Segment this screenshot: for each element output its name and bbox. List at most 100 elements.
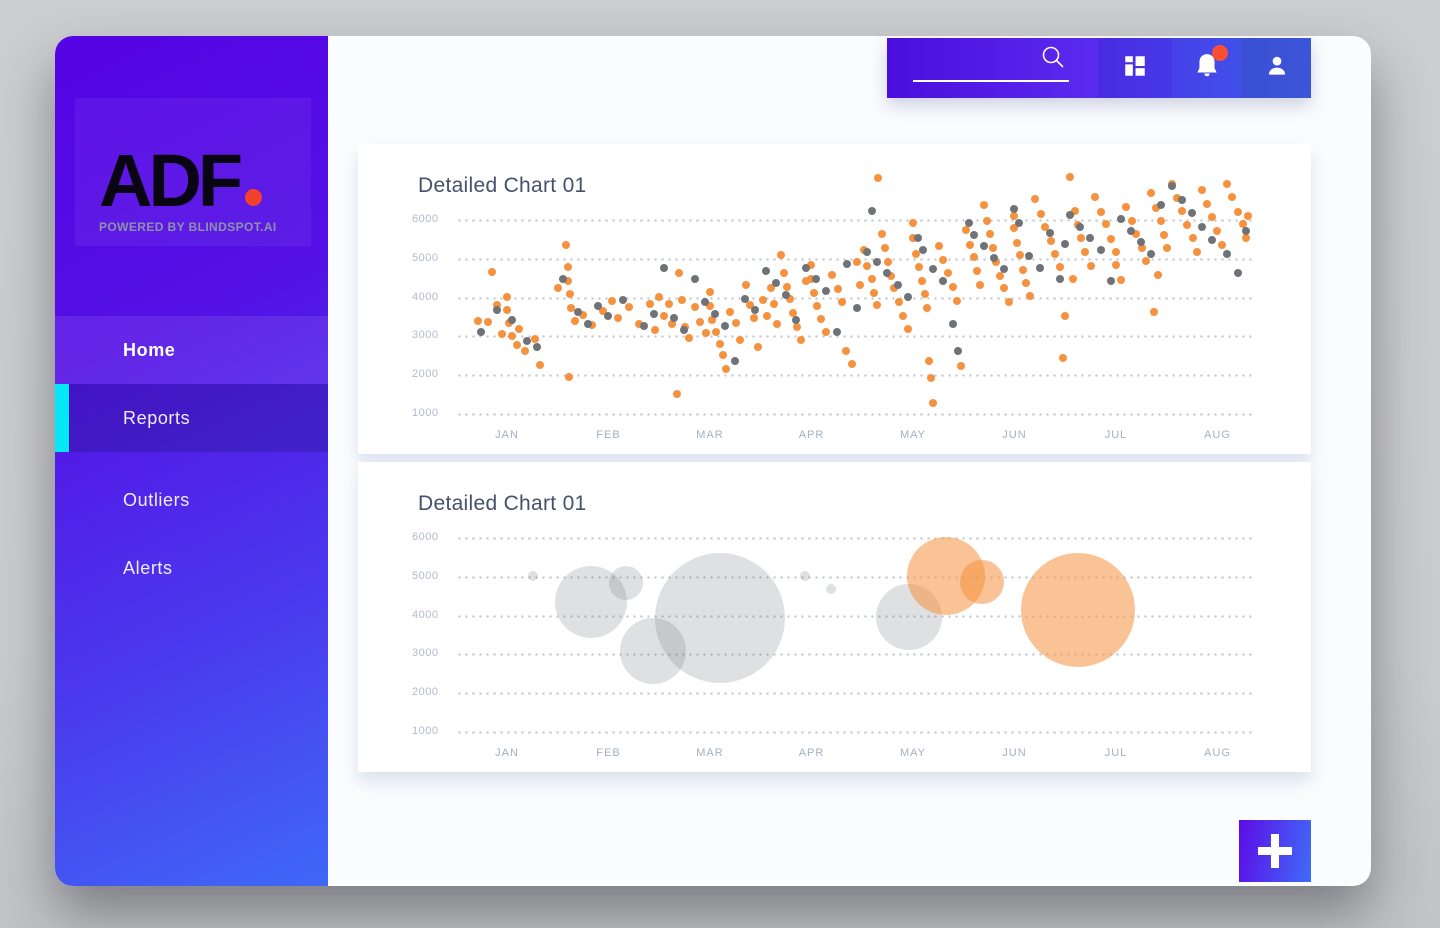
x-tick-label: AUG [1204, 747, 1231, 759]
y-tick-label: 6000 [412, 213, 439, 225]
add-button[interactable] [1239, 820, 1311, 882]
scatter-point [1022, 278, 1031, 287]
scatter-point [793, 323, 802, 332]
scatter-point [908, 219, 917, 228]
scatter-point [1150, 307, 1159, 316]
gridline: 2000 [412, 686, 1253, 698]
gridline: 3000 [412, 647, 1253, 659]
scatter-point [507, 315, 516, 324]
scatter-point [558, 275, 567, 284]
apps-button[interactable] [1098, 38, 1172, 98]
scatter-point [792, 315, 801, 324]
scatter-point [929, 265, 938, 274]
logo: ADF [99, 138, 311, 222]
scatter-point [690, 275, 699, 284]
search-input[interactable] [913, 56, 1043, 82]
chart-title: Detailed Chart 01 [418, 492, 587, 515]
sidebar-item-reports-label: Reports [123, 407, 191, 428]
scatter-point [914, 263, 923, 272]
logo-text: ADF [99, 138, 243, 222]
x-tick-label: MAY [899, 747, 927, 759]
scatter-point [711, 327, 720, 336]
sidebar-item-alerts[interactable]: Alerts [55, 534, 328, 602]
bubble-point [619, 618, 686, 685]
scatter-point [660, 263, 669, 272]
scatter-point [634, 320, 643, 329]
profile-button[interactable] [1242, 38, 1311, 98]
scatter-point [742, 280, 751, 289]
scatter-point [1116, 275, 1125, 284]
notifications-button[interactable] [1172, 38, 1242, 98]
scatter-point [1045, 228, 1054, 237]
x-tick-label: APR [798, 429, 825, 441]
x-tick-label: MAR [696, 429, 724, 441]
scatter-point [750, 313, 759, 322]
scatter-point [710, 310, 719, 319]
scatter-point [583, 319, 592, 328]
scatter-point [817, 315, 826, 324]
scatter-point [985, 230, 994, 239]
scatter-point [512, 340, 521, 349]
sidebar-menu: Home Reports Outliers Alerts [55, 316, 328, 602]
scatter-point [797, 335, 806, 344]
x-tick-label: MAY [899, 429, 927, 441]
scatter-point [772, 320, 781, 329]
scatter-point [847, 360, 856, 369]
scatter-point [1160, 230, 1169, 239]
scatter-point [1187, 209, 1196, 218]
x-tick-label: APR [798, 747, 825, 759]
sidebar-item-outliers[interactable]: Outliers [55, 466, 328, 534]
scatter-point [650, 325, 659, 334]
scatter-point [660, 312, 669, 321]
search-icon[interactable] [1040, 45, 1066, 78]
scatter-point [1066, 211, 1075, 220]
scatter-point [608, 296, 617, 305]
scatter-point [655, 292, 663, 301]
scatter-point [822, 327, 831, 336]
scatter-point [1154, 270, 1163, 279]
scatter-point [565, 290, 574, 299]
scatter-point [1019, 265, 1028, 274]
scatter-point [736, 335, 745, 344]
scatter-point [578, 311, 587, 320]
scatter-point [1010, 224, 1019, 233]
scatter-point [751, 306, 760, 315]
scatter-point [1076, 222, 1085, 231]
scatter-point [890, 284, 899, 293]
scatter-point [1233, 207, 1242, 216]
apps-grid-icon [1122, 53, 1148, 84]
scatter-point [1192, 248, 1201, 257]
scatter-point [1228, 193, 1237, 202]
scatter-point [673, 390, 682, 399]
scatter-point [700, 298, 709, 307]
scatter-point [1198, 185, 1207, 194]
scatter-point [561, 240, 570, 249]
scatter-point [979, 242, 988, 251]
scatter-point [842, 259, 851, 268]
x-tick-label: JUL [1104, 429, 1128, 441]
bubble-plot: 6000 5000 4000 3000 2000 1000 JAN FEB MAR APR MAY J… [412, 531, 1268, 759]
scatter-point [675, 268, 684, 277]
scatter-point [563, 263, 572, 272]
selected-accent-bar [55, 384, 69, 452]
scatter-point [507, 332, 516, 341]
scatter-point [1116, 215, 1125, 223]
sidebar-item-reports[interactable]: Reports [55, 384, 328, 452]
scatter-point [497, 329, 506, 338]
scatter-point [965, 240, 974, 249]
y-tick-label: 5000 [412, 251, 439, 264]
scatter-point [1121, 202, 1130, 211]
search-area [887, 38, 1098, 98]
scatter-point [758, 296, 767, 305]
scatter-point [678, 296, 687, 305]
chart-card-bubble: Detailed Chart 01 6000 5000 4000 3000 2000 10… [358, 462, 1311, 772]
scatter-point [1152, 203, 1161, 212]
sidebar-item-home[interactable]: Home [55, 316, 328, 384]
x-tick-label: JUN [1002, 429, 1027, 441]
scatter-point [894, 298, 903, 307]
scatter-point [807, 261, 816, 270]
user-icon [1264, 53, 1290, 84]
scatter-point [929, 398, 938, 407]
scatter-point [523, 337, 532, 346]
scatter-point [917, 277, 926, 286]
